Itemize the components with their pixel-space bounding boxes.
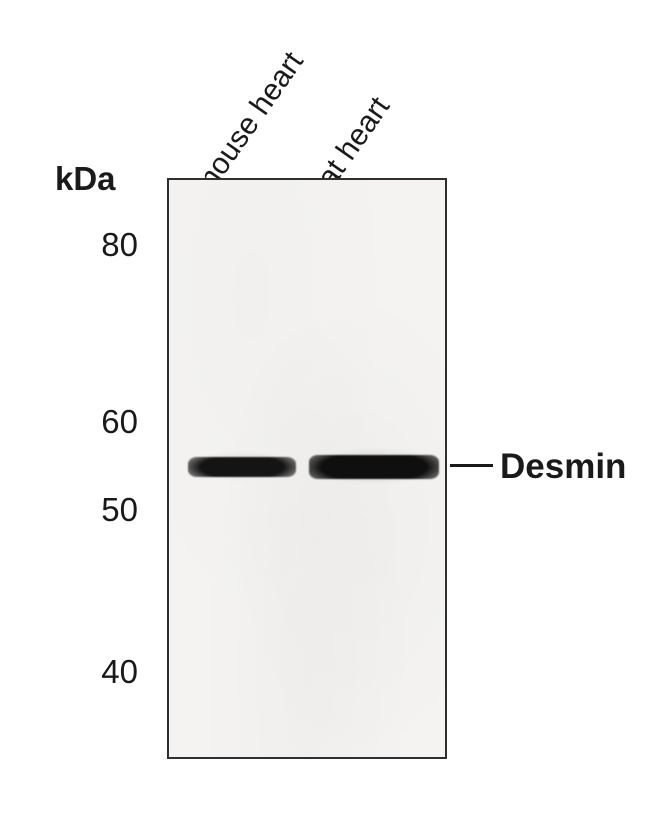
- band-rat-heart: [309, 455, 439, 479]
- western-blot-figure: kDa 80 60 50 40 mouse heart rat heart De…: [0, 0, 650, 818]
- mw-tick-60: 60: [78, 403, 138, 441]
- protein-label: Desmin: [500, 447, 626, 487]
- blot-membrane: [167, 178, 447, 759]
- band-mouse-heart: [188, 457, 296, 477]
- mw-tick-80: 80: [78, 226, 138, 264]
- protein-pointer-line: [450, 464, 493, 467]
- kda-unit-label: kDa: [55, 160, 116, 198]
- mw-tick-40: 40: [78, 653, 138, 691]
- mw-tick-50: 50: [78, 491, 138, 529]
